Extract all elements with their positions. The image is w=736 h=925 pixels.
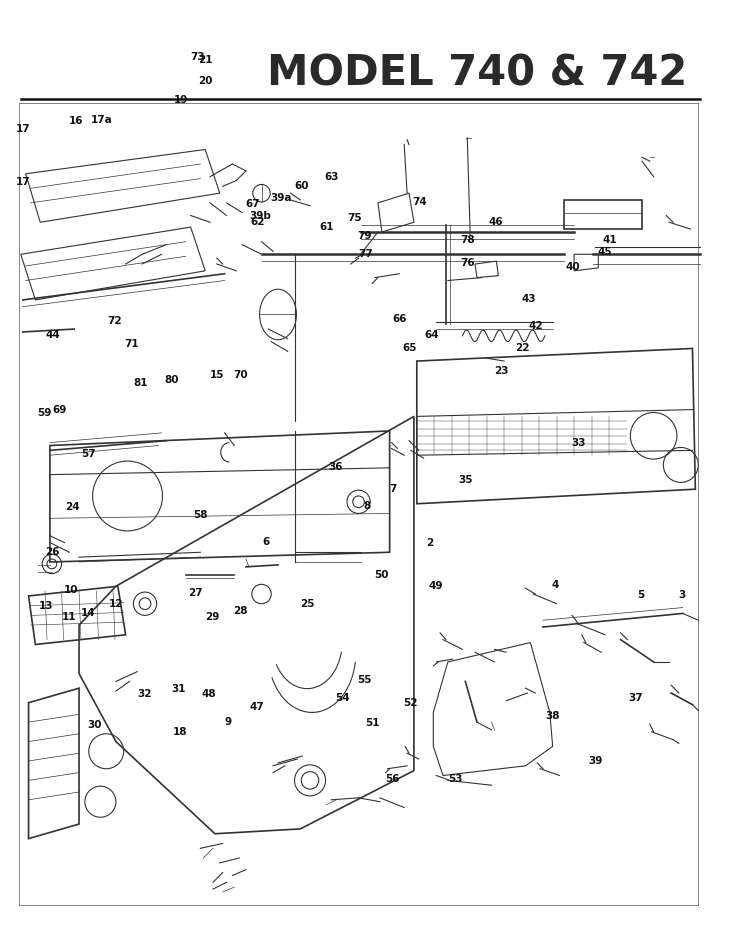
Text: 73: 73 [191,52,205,62]
Text: 14: 14 [81,609,96,618]
Text: 71: 71 [124,339,138,349]
Text: 35: 35 [459,475,473,486]
Text: 55: 55 [357,674,372,684]
Text: 26: 26 [46,548,60,557]
Text: 54: 54 [336,693,350,703]
Text: MODEL 740 & 742: MODEL 740 & 742 [267,53,687,94]
Text: 40: 40 [565,262,580,272]
Text: 31: 31 [171,684,185,694]
Text: 25: 25 [300,599,314,610]
Text: 66: 66 [393,314,407,324]
Text: 12: 12 [108,599,123,610]
Text: 75: 75 [347,214,362,223]
Text: 52: 52 [403,698,417,709]
Text: 67: 67 [246,199,260,209]
Text: 39b: 39b [249,211,271,220]
Text: 48: 48 [201,689,216,699]
Text: 22: 22 [516,343,530,353]
Text: 37: 37 [629,693,643,703]
Text: 63: 63 [324,172,339,182]
Text: 77: 77 [358,249,373,259]
Text: 60: 60 [294,181,308,191]
Text: 61: 61 [319,222,333,232]
Text: 13: 13 [38,601,53,611]
Text: 43: 43 [521,294,536,304]
Text: 50: 50 [374,570,389,580]
Text: 5: 5 [637,590,644,600]
Text: 74: 74 [412,197,427,207]
Text: 58: 58 [193,510,208,520]
Text: 69: 69 [53,405,67,415]
Text: 57: 57 [81,449,96,459]
Text: 38: 38 [545,710,560,721]
Text: 42: 42 [528,321,543,331]
Text: 6: 6 [262,536,269,547]
Text: 39a: 39a [271,192,292,203]
Text: 24: 24 [66,502,80,512]
Text: 17: 17 [15,178,30,188]
Text: 4: 4 [551,581,559,590]
Text: 17: 17 [15,124,30,133]
Text: 59: 59 [37,408,52,418]
Text: 53: 53 [447,773,462,783]
Text: 16: 16 [69,117,84,127]
Text: 51: 51 [366,718,380,728]
Text: 19: 19 [174,94,188,105]
Text: 46: 46 [489,216,503,227]
Text: 28: 28 [233,606,248,616]
Text: 15: 15 [210,369,224,379]
Text: 72: 72 [107,315,121,326]
Text: 78: 78 [460,235,475,245]
Text: 10: 10 [64,585,79,595]
Text: 36: 36 [328,462,343,472]
Text: 76: 76 [460,258,475,268]
Text: 79: 79 [357,231,372,241]
Text: 9: 9 [225,717,232,727]
Text: 49: 49 [428,582,443,591]
Text: 8: 8 [364,500,371,511]
Text: 56: 56 [386,773,400,783]
Text: 2: 2 [426,538,434,549]
Text: 44: 44 [46,330,60,340]
Text: 47: 47 [250,702,264,711]
Text: 32: 32 [137,689,152,699]
Text: 20: 20 [198,76,212,86]
Text: 65: 65 [403,342,417,352]
Text: 41: 41 [603,235,618,245]
Text: 27: 27 [188,587,203,598]
Text: 39: 39 [589,756,603,766]
Text: 70: 70 [233,369,248,379]
Text: 18: 18 [173,727,187,737]
Text: 80: 80 [164,375,179,385]
Text: 29: 29 [205,612,219,622]
Text: 62: 62 [250,216,264,227]
Text: 11: 11 [62,612,77,622]
Text: 3: 3 [678,590,685,600]
Text: 33: 33 [571,438,586,448]
Text: 17a: 17a [91,115,113,125]
Text: 81: 81 [133,378,148,388]
Text: 30: 30 [87,720,102,730]
Text: 23: 23 [494,366,509,376]
Text: 64: 64 [424,330,439,340]
Text: 21: 21 [198,56,212,66]
Text: 45: 45 [598,247,612,256]
Text: 7: 7 [389,485,397,495]
